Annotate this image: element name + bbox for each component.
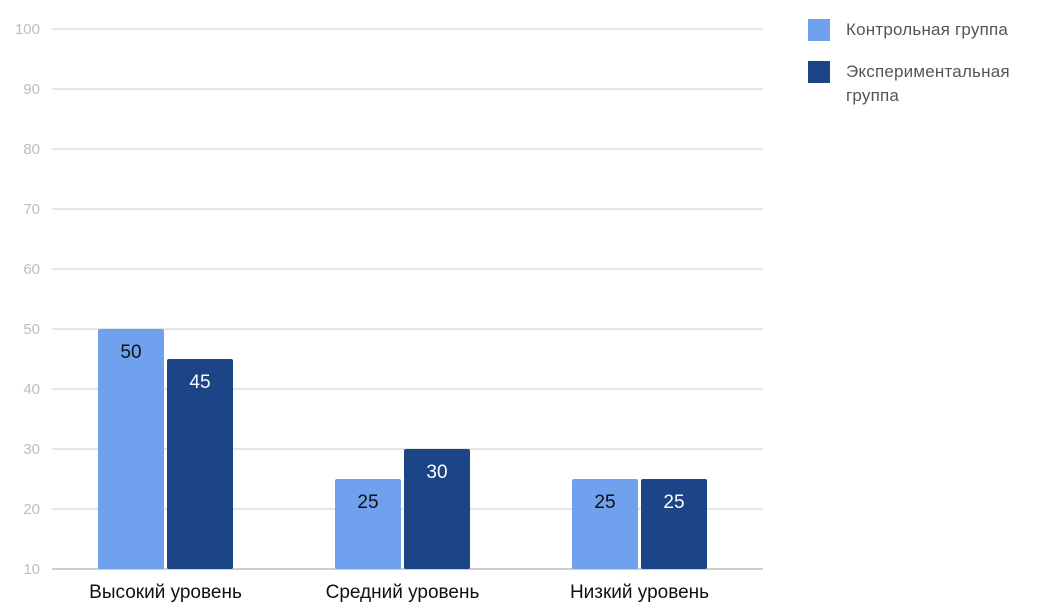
y-tick-label: 100: [15, 21, 40, 38]
y-tick-label: 60: [23, 261, 40, 278]
y-tick-label: 80: [23, 141, 40, 158]
legend: Контрольная группа Экспериментальная гру…: [808, 18, 1054, 126]
y-tick-label: 40: [23, 381, 40, 398]
x-category-label: Низкий уровень: [570, 582, 709, 603]
y-tick-label: 20: [23, 501, 40, 518]
bar: [572, 479, 638, 569]
y-tick-label: 30: [23, 441, 40, 458]
x-axis-category-labels: Высокий уровень Средний уровень Низкий уро…: [89, 582, 709, 603]
x-category-label: Средний уровень: [326, 582, 480, 603]
y-tick-label: 70: [23, 201, 40, 218]
legend-swatch-control-group: [808, 19, 830, 41]
data-label: 25: [663, 492, 684, 513]
data-label: 25: [357, 492, 378, 513]
x-category-label: Высокий уровень: [89, 582, 242, 603]
data-labels: 50 45 25 30 25 25: [120, 342, 684, 513]
legend-item-control-group: Контрольная группа: [808, 18, 1054, 42]
bar: [404, 449, 470, 569]
bar: [98, 329, 164, 569]
bar: [641, 479, 707, 569]
y-tick-label: 10: [23, 561, 40, 578]
legend-swatch-experimental-group: [808, 61, 830, 83]
bar: [167, 359, 233, 569]
data-label: 30: [426, 462, 447, 483]
legend-item-experimental-group: Экспериментальная группа: [808, 60, 1054, 108]
data-label: 25: [594, 492, 615, 513]
y-tick-label: 50: [23, 321, 40, 338]
y-axis-tick-labels: 10 20 30 40 50 60 70 80 90 100: [15, 21, 40, 578]
legend-label-experimental-group: Экспериментальная группа: [846, 62, 1010, 105]
legend-label-control-group: Контрольная группа: [846, 20, 1009, 39]
bar: [335, 479, 401, 569]
bars: [98, 329, 707, 569]
data-label: 50: [120, 342, 141, 363]
data-label: 45: [189, 372, 210, 393]
y-tick-label: 90: [23, 81, 40, 98]
